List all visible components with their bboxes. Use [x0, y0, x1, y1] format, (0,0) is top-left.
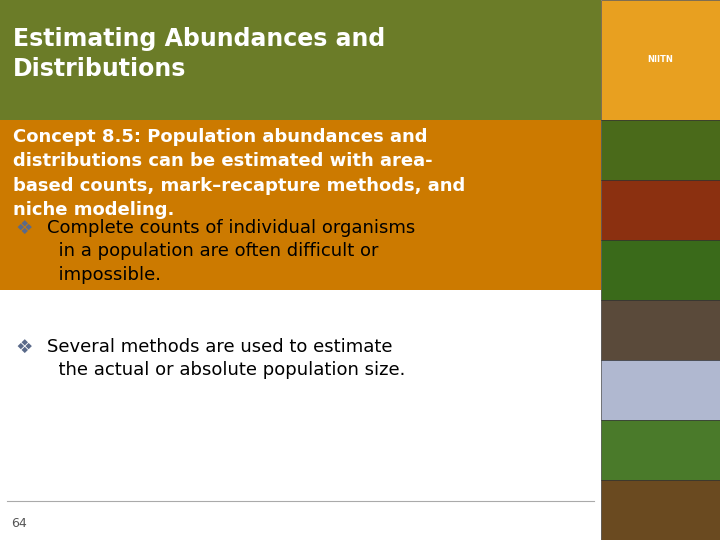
Bar [601, 420, 720, 480]
Bar [601, 300, 720, 360]
Text: ❖: ❖ [16, 338, 33, 356]
Text: 64: 64 [11, 517, 27, 530]
Bar [601, 360, 720, 420]
Text: Estimating Abundances and
Distributions: Estimating Abundances and Distributions [13, 27, 385, 81]
Text: ❖: ❖ [16, 219, 33, 238]
Text: Several methods are used to estimate
  the actual or absolute population size.: Several methods are used to estimate the… [47, 338, 405, 379]
Bar [601, 0, 720, 120]
Bar [0, 290, 601, 540]
Text: Complete counts of individual organisms
  in a population are often difficult or: Complete counts of individual organisms … [47, 219, 415, 284]
Bar [0, 120, 601, 290]
Bar [601, 480, 720, 540]
Text: NIITN: NIITN [648, 56, 673, 64]
Bar [601, 180, 720, 240]
Bar [0, 0, 601, 120]
Bar [601, 240, 720, 300]
Text: Concept 8.5: Population abundances and
distributions can be estimated with area-: Concept 8.5: Population abundances and d… [13, 128, 465, 219]
Bar [601, 120, 720, 180]
